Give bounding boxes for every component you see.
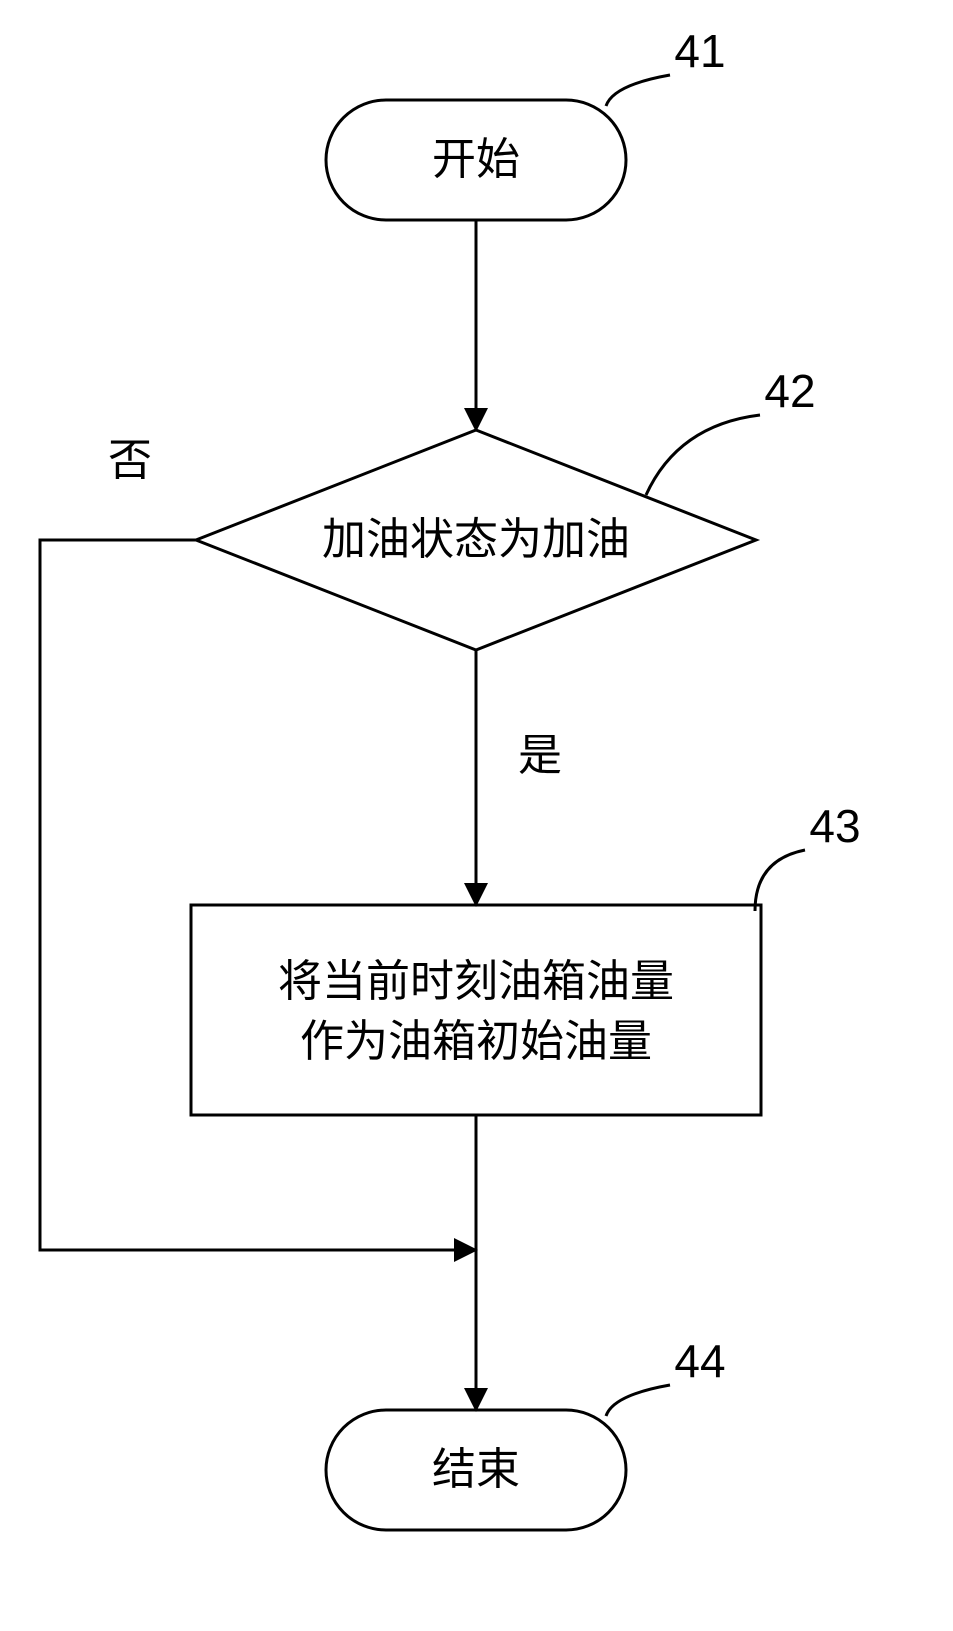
ref-leader [646, 415, 760, 495]
node-text: 作为油箱初始油量 [300, 1017, 652, 1066]
edge-label-yes: 是 [518, 731, 562, 780]
ref-leader [606, 1385, 670, 1416]
node-text: 开始 [432, 135, 520, 184]
node-text: 结束 [432, 1445, 520, 1494]
ref-label: 44 [674, 1335, 725, 1387]
process-node [191, 905, 761, 1115]
ref-label: 41 [674, 25, 725, 77]
ref-label: 43 [809, 800, 860, 852]
node-text: 加油状态为加油 [322, 515, 630, 564]
ref-leader [606, 75, 670, 106]
ref-label: 42 [764, 365, 815, 417]
edge [40, 540, 476, 1250]
ref-leader [755, 850, 805, 911]
edge-label-no: 否 [108, 436, 152, 485]
node-text: 将当前时刻油箱油量 [278, 957, 674, 1006]
